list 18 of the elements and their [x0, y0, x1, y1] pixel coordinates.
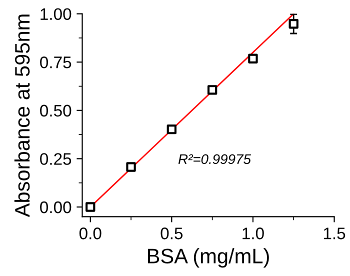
x-axis-title: BSA (mg/mL) — [148, 248, 269, 268]
y-tick-label: 0.75 — [40, 56, 72, 68]
x-tick-label: 1.5 — [324, 228, 346, 240]
point — [166, 124, 177, 134]
y-tick-label: 0.50 — [40, 104, 72, 117]
y-tick-label: 0.25 — [40, 153, 72, 165]
point — [86, 202, 96, 212]
point — [288, 19, 298, 29]
point — [126, 162, 136, 172]
y-tick-label: 1.00 — [40, 8, 72, 20]
y-tick-label: 0.00 — [40, 201, 72, 214]
point — [207, 85, 218, 95]
annotation: R²=0.99975 — [178, 154, 252, 164]
x-tick-label: 0.5 — [160, 228, 183, 240]
x-tick-label: 0.0 — [79, 228, 102, 240]
y-axis-title: Absorbance at 595nm — [14, 14, 30, 218]
x-tick-label: 1.0 — [242, 228, 264, 240]
point — [248, 54, 258, 64]
